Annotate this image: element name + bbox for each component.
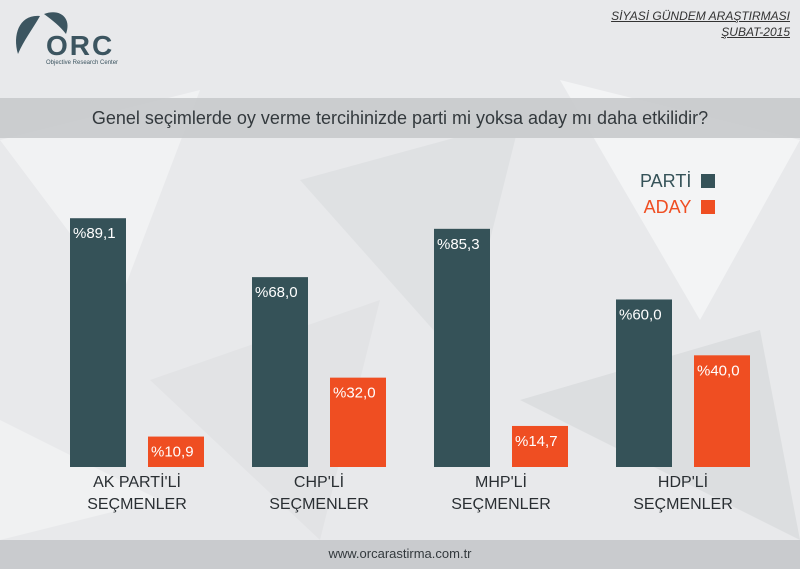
bar-aday-1 — [330, 377, 386, 467]
bar-aday-0 — [148, 436, 204, 467]
footer-url: www.orcarastirma.com.tr — [328, 546, 472, 561]
category-label-2-0: MHP'Lİ — [475, 472, 527, 491]
data-label-1-2: %14,7 — [515, 433, 558, 450]
question-title: Genel seçimlerde oy verme tercihinizde p… — [91, 108, 709, 128]
category-label-1-0: CHP'Lİ — [294, 472, 344, 491]
bar-parti-0 — [70, 218, 126, 467]
legend: PARTİ ADAY — [640, 168, 716, 220]
bar-aday-2 — [512, 425, 568, 467]
legend-swatch-parti — [701, 174, 716, 188]
category-label-0-0: AK PARTİ'Lİ — [93, 472, 181, 491]
category-label-1-1: SEÇMENLER — [269, 496, 369, 513]
survey-title: SİYASİ GÜNDEM ARAŞTIRMASI — [611, 9, 790, 23]
data-label-0-2: %85,3 — [437, 236, 480, 253]
legend-swatch-aday — [701, 200, 716, 214]
survey-date: ŞUBAT-2015 — [721, 25, 790, 39]
category-label-3-1: SEÇMENLER — [633, 496, 733, 513]
data-label-1-0: %10,9 — [151, 444, 194, 461]
question-band — [0, 98, 800, 138]
legend-item-aday: ADAY — [640, 194, 716, 220]
bar-parti-1 — [252, 277, 308, 467]
category-label-3-0: HDP'Lİ — [658, 472, 708, 491]
bar-parti-2 — [434, 228, 490, 467]
bar-parti-3 — [616, 299, 672, 467]
data-label-0-3: %60,0 — [619, 306, 662, 323]
category-label-0-1: SEÇMENLER — [87, 496, 187, 513]
data-label-0-0: %89,1 — [73, 225, 116, 242]
data-label-0-1: %68,0 — [255, 284, 298, 301]
survey-header: SİYASİ GÜNDEM ARAŞTIRMASI ŞUBAT-2015 — [611, 8, 790, 40]
logo-subtitle: Objective Research Center — [46, 60, 119, 66]
data-label-1-3: %40,0 — [697, 362, 740, 379]
legend-label-aday: ADAY — [643, 196, 692, 217]
logo-text: ORC — [46, 30, 115, 61]
orc-logo-mark — [16, 12, 68, 54]
footer-band — [0, 540, 800, 569]
bar-aday-3 — [694, 355, 750, 467]
legend-label-parti: PARTİ — [640, 170, 692, 191]
legend-item-parti: PARTİ — [640, 168, 716, 194]
data-label-1-1: %32,0 — [333, 385, 376, 402]
category-label-2-1: SEÇMENLER — [451, 496, 551, 513]
